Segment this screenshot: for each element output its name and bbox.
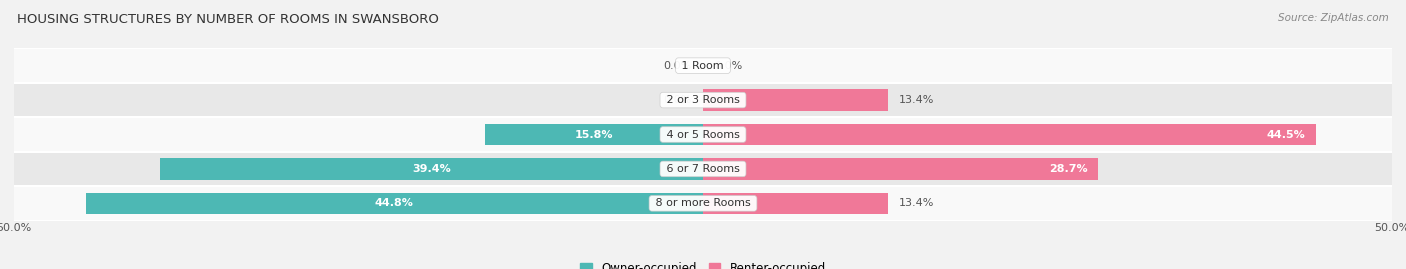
Text: 44.5%: 44.5% <box>1267 129 1305 140</box>
Bar <box>160 158 703 180</box>
Text: 28.7%: 28.7% <box>1049 164 1087 174</box>
Text: 8 or more Rooms: 8 or more Rooms <box>652 198 754 208</box>
Text: 13.4%: 13.4% <box>898 95 934 105</box>
Text: Source: ZipAtlas.com: Source: ZipAtlas.com <box>1278 13 1389 23</box>
Bar <box>703 158 1098 180</box>
Bar <box>703 89 887 111</box>
Text: 13.4%: 13.4% <box>898 198 934 208</box>
Text: 2 or 3 Rooms: 2 or 3 Rooms <box>662 95 744 105</box>
Bar <box>86 193 703 214</box>
Text: 15.8%: 15.8% <box>575 129 613 140</box>
Bar <box>14 83 1392 117</box>
Text: 4 or 5 Rooms: 4 or 5 Rooms <box>662 129 744 140</box>
Text: 39.4%: 39.4% <box>412 164 451 174</box>
Text: 0.0%: 0.0% <box>664 95 692 105</box>
Bar <box>14 152 1392 186</box>
Bar <box>703 193 887 214</box>
Legend: Owner-occupied, Renter-occupied: Owner-occupied, Renter-occupied <box>579 262 827 269</box>
Bar <box>14 186 1392 221</box>
Text: 1 Room: 1 Room <box>679 61 727 71</box>
Text: 6 or 7 Rooms: 6 or 7 Rooms <box>662 164 744 174</box>
Text: 44.8%: 44.8% <box>375 198 413 208</box>
Bar <box>14 117 1392 152</box>
Text: 0.0%: 0.0% <box>714 61 742 71</box>
Text: HOUSING STRUCTURES BY NUMBER OF ROOMS IN SWANSBORO: HOUSING STRUCTURES BY NUMBER OF ROOMS IN… <box>17 13 439 26</box>
Bar <box>703 124 1316 145</box>
Text: 0.0%: 0.0% <box>664 61 692 71</box>
Bar <box>14 48 1392 83</box>
Bar <box>485 124 703 145</box>
